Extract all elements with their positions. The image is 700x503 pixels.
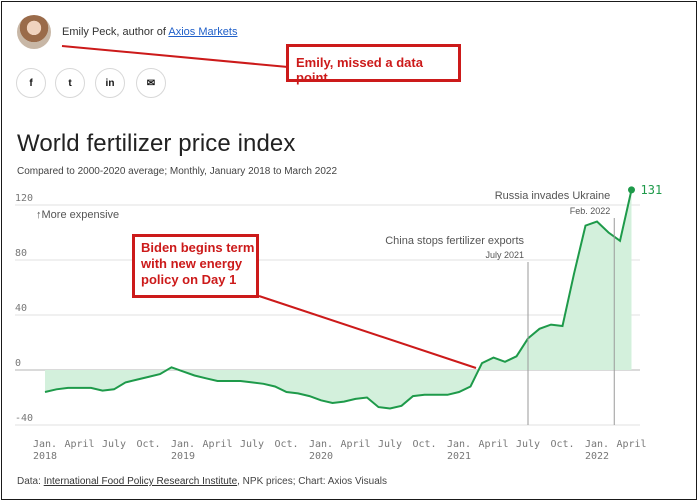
x-tick-label: Jan. [447, 439, 471, 450]
x-tick-year: 2021 [447, 451, 471, 462]
x-tick-label: Oct. [136, 439, 160, 450]
emily-callout-text: Emily, missed a data point [296, 55, 423, 85]
x-tick-year: 2019 [171, 451, 195, 462]
biden-callout-line-2: with new energy [141, 256, 243, 271]
biden-arrow [258, 295, 477, 369]
footer-prefix: Data: [17, 476, 44, 487]
event-date: Feb. 2022 [570, 206, 611, 216]
x-tick-year: 2018 [33, 451, 57, 462]
x-tick-label: Oct. [550, 439, 574, 450]
chart-event-markers: China stops fertilizer exports July 2021 R… [385, 190, 615, 425]
event-label: China stops fertilizer exports [385, 235, 524, 247]
direction-label: ↑More expensive [36, 209, 119, 221]
end-value-label: 131 [641, 183, 663, 197]
biden-callout: Biden begins term with new energy policy… [132, 234, 259, 298]
emily-arrow [61, 45, 289, 68]
author-byline: Emily Peck, author of Axios Markets [62, 26, 237, 38]
emily-callout: Emily, missed a data point [286, 44, 461, 85]
y-tick-label: 80 [15, 248, 27, 259]
linkedin-share-button[interactable]: in [95, 68, 125, 98]
price-area-fill [45, 189, 632, 409]
biden-callout-line-1: Biden begins term [141, 240, 255, 255]
y-tick-label: 0 [15, 358, 21, 369]
axios-markets-link[interactable]: Axios Markets [168, 26, 238, 38]
x-tick-label: April [202, 439, 232, 450]
annotation-arrows [61, 45, 477, 369]
x-tick-label: Jan. [171, 439, 195, 450]
twitter-icon: t [68, 77, 72, 89]
footer-suffix: , NPK prices; Chart: Axios Visuals [237, 476, 387, 487]
x-tick-label: Oct. [274, 439, 298, 450]
x-tick-year: 2020 [309, 451, 333, 462]
facebook-icon: f [29, 77, 33, 89]
x-tick-label: Jan. [585, 439, 609, 450]
email-icon: ✉ [146, 77, 156, 89]
x-tick-label: Jan. [309, 439, 333, 450]
x-tick-label: Jan. [33, 439, 57, 450]
y-tick-label: -40 [15, 413, 33, 424]
event-label: Russia invades Ukraine [495, 190, 611, 202]
chart-title: World fertilizer price index [17, 130, 296, 157]
end-point-marker [628, 186, 635, 194]
y-tick-label: 40 [15, 303, 27, 314]
byline-text: Emily Peck, author of [62, 26, 169, 38]
x-tick-label: April [340, 439, 370, 450]
x-tick-label: July [378, 439, 402, 450]
biden-callout-line-3: policy on Day 1 [141, 272, 237, 287]
chart-area-layer: 131 [44, 183, 663, 410]
event-date: July 2021 [485, 250, 524, 260]
x-tick-label: July [516, 439, 540, 450]
chart-subtitle: Compared to 2000-2020 average; Monthly, … [17, 166, 338, 177]
x-tick-label: April [478, 439, 508, 450]
x-tick-label: Oct. [412, 439, 436, 450]
x-tick-label: April [64, 439, 94, 450]
x-tick-year: 2022 [585, 451, 609, 462]
chart-source-footer: Data: International Food Policy Research… [17, 476, 387, 487]
linkedin-icon: in [105, 77, 115, 89]
source-link[interactable]: International Food Policy Research Insti… [43, 476, 238, 487]
y-tick-label: 120 [15, 193, 33, 204]
twitter-share-button[interactable]: t [55, 68, 85, 98]
x-tick-label: July [102, 439, 126, 450]
facebook-share-button[interactable]: f [16, 68, 46, 98]
x-tick-label: July [240, 439, 264, 450]
price-series-line [44, 189, 633, 410]
email-share-button[interactable]: ✉ [136, 68, 166, 98]
x-tick-label: April [616, 439, 646, 450]
author-avatar[interactable] [17, 15, 51, 49]
